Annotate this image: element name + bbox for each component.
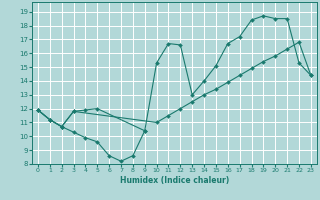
X-axis label: Humidex (Indice chaleur): Humidex (Indice chaleur) bbox=[120, 176, 229, 185]
